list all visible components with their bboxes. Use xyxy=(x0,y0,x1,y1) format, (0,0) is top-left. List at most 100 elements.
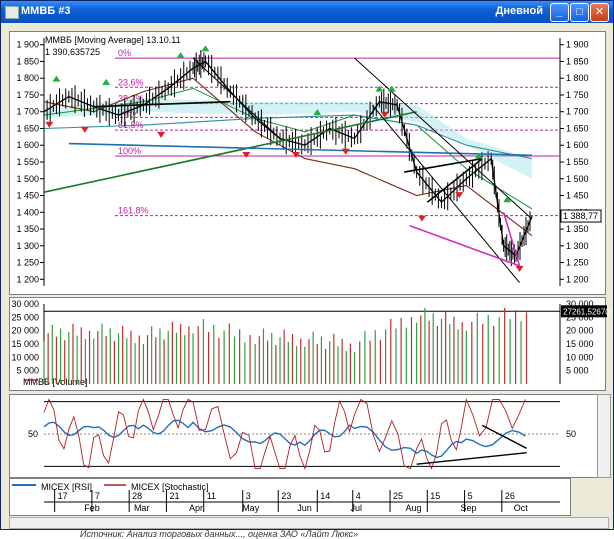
rsi-line xyxy=(43,419,526,459)
volume-tick-label: 30 000 xyxy=(566,299,594,309)
day-tick-label: 15 xyxy=(430,491,440,501)
price-line xyxy=(43,60,533,257)
minimize-icon[interactable]: _ xyxy=(550,3,569,22)
last-price-box xyxy=(560,209,602,223)
trend-line xyxy=(43,110,417,193)
trend-line xyxy=(93,100,231,108)
volume-tick-label: 10 000 xyxy=(566,352,594,362)
period-selector[interactable]: Дневной xyxy=(495,5,544,17)
fib-level-label: 100% xyxy=(118,146,141,156)
oscillator-panel[interactable] xyxy=(9,394,606,478)
up-arrow-icon xyxy=(474,152,483,159)
stochastic-legend: MICEX [Stochastic] xyxy=(131,482,209,492)
y-tick-label: 1 450 xyxy=(16,191,39,201)
y-tick-label: 1 650 xyxy=(566,123,589,133)
up-arrow-icon xyxy=(102,78,111,85)
y-tick-label: 1 550 xyxy=(566,157,589,167)
y-tick-label: 1 800 xyxy=(566,73,589,83)
rsi-legend: MICEX [RSI] xyxy=(41,482,93,492)
volume-tick-label: 5 000 xyxy=(16,366,39,376)
volume-panel[interactable] xyxy=(9,297,606,391)
osc-trend-line xyxy=(416,452,527,465)
day-tick-label: 17 xyxy=(58,491,68,501)
last-price-label: 1 388,77 xyxy=(563,211,598,221)
osc-tick-label: 50 xyxy=(566,429,576,439)
day-tick-label: 7 xyxy=(95,491,100,501)
title-bar[interactable]: ММВБ #3 Дневной _ □ ✕ xyxy=(1,1,613,23)
down-arrow-icon xyxy=(455,192,464,199)
down-arrow-icon xyxy=(242,151,251,158)
channel-line xyxy=(371,104,520,283)
window-title: ММВБ #3 xyxy=(21,5,71,17)
y-tick-label: 1 350 xyxy=(16,224,39,234)
y-tick-label: 1 750 xyxy=(566,90,589,100)
day-tick-label: 11 xyxy=(207,491,216,501)
month-tick-label: Feb xyxy=(84,503,100,513)
volume-tick-label: 20 000 xyxy=(566,326,594,336)
y-tick-label: 1 600 xyxy=(566,140,589,150)
up-arrow-icon xyxy=(52,75,61,82)
trend-line xyxy=(68,142,533,157)
volume-tick-label: 15 000 xyxy=(566,339,594,349)
day-tick-label: 5 xyxy=(468,491,473,501)
maximize-icon[interactable]: □ xyxy=(570,3,589,22)
y-tick-label: 1 550 xyxy=(16,157,39,167)
down-arrow-icon xyxy=(80,126,89,133)
volume-legend: ММВБ [Volume] xyxy=(23,377,88,387)
down-arrow-icon xyxy=(417,215,426,222)
fib-level-label: 161,8% xyxy=(118,206,149,216)
moving-average-line xyxy=(43,114,533,160)
close-icon[interactable]: ✕ xyxy=(590,3,609,22)
fib-level-label: 0% xyxy=(118,48,131,58)
fib-level-label: 38,2% xyxy=(118,94,144,104)
volume-tick-label: 20 000 xyxy=(11,326,39,336)
osc-tick-label: 50 xyxy=(28,429,38,439)
day-tick-label: 23 xyxy=(281,491,291,501)
volume-tick-label: 5 000 xyxy=(566,366,589,376)
month-tick-label: Sep xyxy=(460,503,476,513)
day-tick-label: 21 xyxy=(169,491,179,501)
volume-tick-label: 10 000 xyxy=(11,352,39,362)
up-arrow-icon xyxy=(176,52,185,59)
y-tick-label: 1 450 xyxy=(566,191,589,201)
month-tick-label: May xyxy=(242,503,260,513)
month-tick-label: Jul xyxy=(350,503,362,513)
up-arrow-icon xyxy=(313,109,322,116)
y-tick-label: 1 350 xyxy=(566,224,589,234)
y-tick-label: 1 500 xyxy=(566,174,589,184)
volume-tick-label: 30 000 xyxy=(11,299,39,309)
day-tick-label: 25 xyxy=(393,491,403,501)
y-tick-label: 1 600 xyxy=(16,140,39,150)
day-tick-label: 28 xyxy=(132,491,142,501)
y-tick-label: 1 850 xyxy=(566,56,589,66)
month-tick-label: Apr xyxy=(189,503,203,513)
chart-icon xyxy=(5,6,19,19)
volume-tick-label: 25 000 xyxy=(566,312,594,322)
y-tick-label: 1 250 xyxy=(16,258,39,268)
caption: Источник: Анализ торговых данных..., оце… xyxy=(80,529,359,539)
y-tick-label: 1 850 xyxy=(16,56,39,66)
day-tick-label: 4 xyxy=(356,491,361,501)
last-volume-box xyxy=(561,305,607,318)
price-value: 1 390,635725 xyxy=(45,47,101,57)
y-tick-label: 1 200 xyxy=(16,274,39,284)
month-tick-label: Aug xyxy=(405,503,421,513)
date-axis-panel xyxy=(9,478,571,516)
y-tick-label: 1 400 xyxy=(16,207,39,217)
up-arrow-icon xyxy=(201,45,210,52)
day-tick-label: 26 xyxy=(505,491,515,501)
osc-trend-line xyxy=(481,424,527,450)
up-arrow-icon xyxy=(387,85,396,92)
channel-line xyxy=(354,57,533,220)
y-tick-label: 1 750 xyxy=(16,90,39,100)
horizontal-scrollbar[interactable] xyxy=(9,517,609,529)
oscillator-scrollbar[interactable] xyxy=(597,394,611,478)
y-tick-label: 1 900 xyxy=(566,40,589,50)
volume-tick-label: 25 000 xyxy=(11,312,39,322)
y-tick-label: 1 900 xyxy=(16,40,39,50)
last-volume-label: 27261,52670 xyxy=(563,307,610,316)
y-tick-label: 1 200 xyxy=(566,274,589,284)
down-arrow-icon xyxy=(157,131,166,138)
y-tick-label: 1 300 xyxy=(566,241,589,251)
day-tick-label: 3 xyxy=(246,491,251,501)
